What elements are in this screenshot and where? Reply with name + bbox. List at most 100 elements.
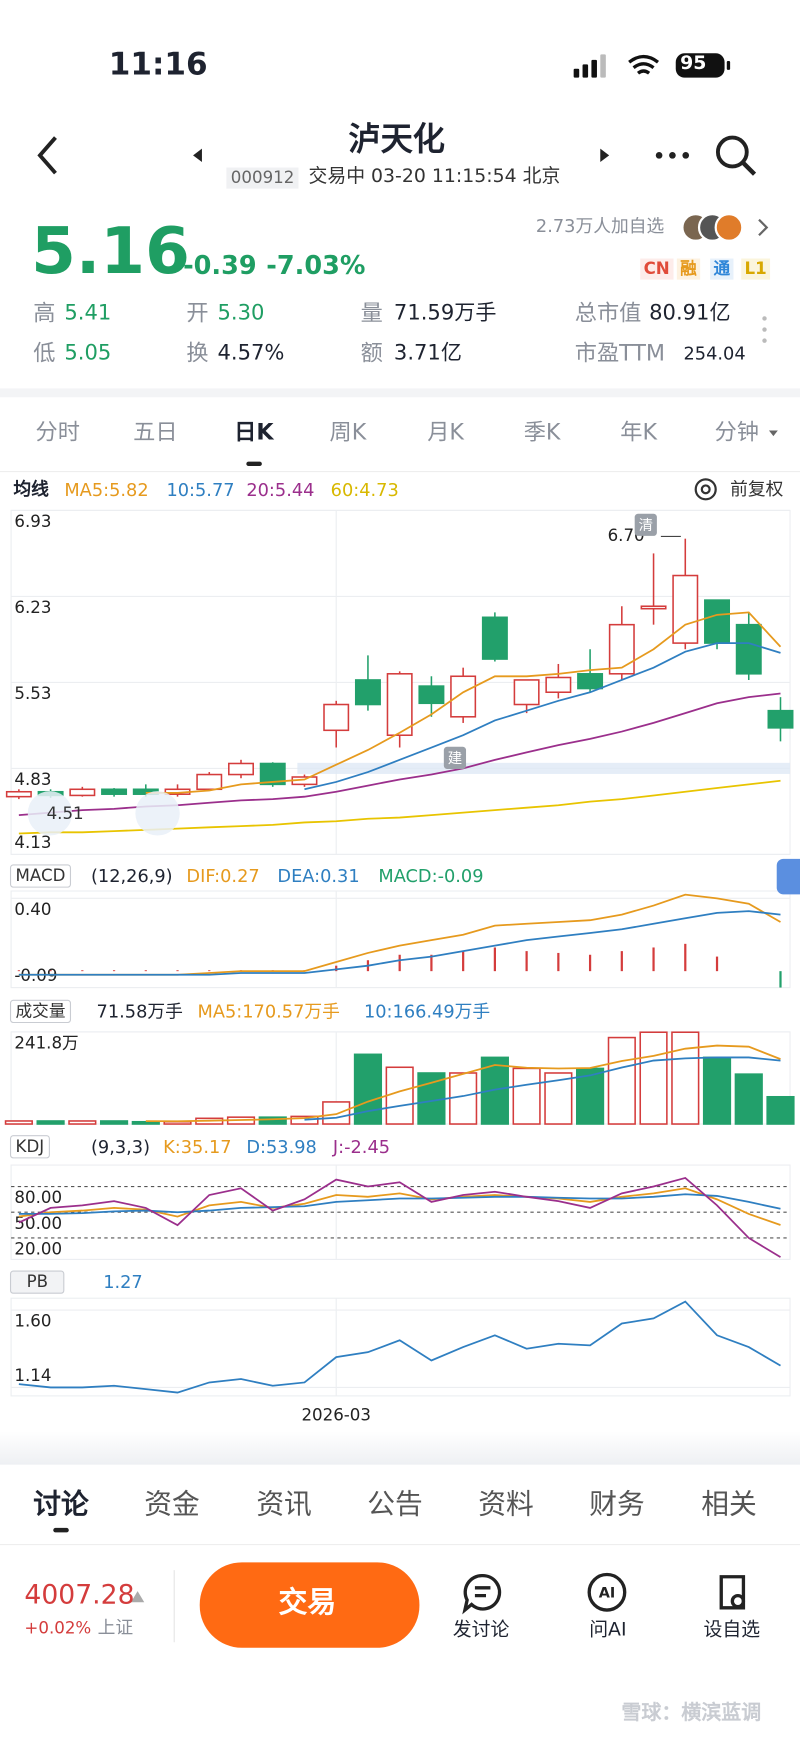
change: -0.39 (183, 251, 257, 281)
ma-legend: 10:5.77 (166, 479, 235, 501)
y-tick-label: 80.00 (14, 1188, 62, 1207)
stat-value: 5.05 (64, 340, 112, 366)
macd-legend: MACD:-0.09 (378, 865, 484, 887)
watermark: 雪球：横滨蓝调 (621, 1701, 762, 1725)
ma-legend: 20:5.44 (246, 479, 315, 501)
stat-label: 高 (33, 299, 56, 327)
stat-label: 开 (186, 299, 209, 327)
bottom-tab[interactable]: 资料 (478, 1487, 534, 1521)
stat-label: 额 (360, 339, 383, 367)
adjust[interactable]: 前复权 (730, 478, 784, 500)
stat-value: 5.30 (217, 300, 265, 326)
panel-title: PB (9, 1270, 65, 1294)
float-button (135, 791, 180, 836)
prev-stock[interactable] (193, 148, 202, 163)
candle-body (577, 673, 604, 690)
cost-band (297, 762, 791, 774)
adjust-icon[interactable] (692, 476, 719, 503)
stat-label: 量 (360, 299, 383, 327)
price: 5.16 (31, 213, 190, 289)
y-tick-label: 1.60 (14, 1312, 51, 1331)
bottom-tab[interactable]: 相关 (701, 1487, 757, 1521)
stat-label: 低 (33, 339, 56, 367)
stat-label: 市盈TTM (574, 339, 666, 367)
line-ma5 (145, 611, 782, 794)
tag: CN (640, 258, 674, 280)
panel-frame (10, 890, 791, 989)
y-tick-label: 241.8万 (14, 1034, 78, 1053)
charts: 6.936.235.534.834.136.70清建4.510.40-0.092… (4, 509, 795, 1424)
macd-params: (12,26,9) (90, 865, 173, 887)
y-tick-label: 4.83 (14, 770, 51, 789)
bottom-tab[interactable]: 公告 (367, 1487, 423, 1521)
y-tick-label: 1.14 (14, 1366, 51, 1385)
tab[interactable]: 年K (620, 418, 658, 445)
candle-body (228, 762, 254, 776)
marker: 建 (448, 750, 462, 767)
stat-label: 换 (186, 339, 209, 367)
divider (0, 1431, 800, 1465)
avatars[interactable] (679, 211, 779, 244)
action[interactable]: 设自选 (703, 1618, 761, 1642)
line-ma5 (145, 1044, 781, 1123)
candle-body (672, 574, 699, 644)
candle-body (640, 605, 667, 610)
bottom-tab[interactable]: 财务 (589, 1487, 645, 1521)
trade-button[interactable] (199, 1562, 420, 1648)
status-time: 11:16 (108, 45, 208, 83)
line-j (18, 1176, 781, 1258)
float-button (27, 791, 73, 836)
volume-bar (671, 1031, 700, 1125)
marker: 清 (639, 517, 653, 534)
trade-label[interactable]: 交易 (278, 1586, 337, 1621)
panel-title: 成交量 (9, 999, 72, 1024)
stat-value: 4.57% (217, 340, 285, 366)
candle-body (735, 623, 762, 675)
search[interactable] (715, 135, 749, 169)
battery: 95 (680, 52, 707, 75)
volume-bar (639, 1031, 668, 1125)
watchers: 2.73万人加自选 (535, 215, 665, 237)
action[interactable]: 问AI (589, 1618, 627, 1642)
pb-value: 1.27 (103, 1271, 143, 1293)
tab[interactable]: 月K (427, 418, 464, 445)
volume-bar (512, 1067, 541, 1125)
next-stock[interactable] (600, 148, 610, 163)
side-toggle[interactable] (776, 858, 800, 895)
tab[interactable]: 周K (329, 418, 367, 445)
candle-body (323, 703, 350, 732)
volume-bar (258, 1116, 287, 1125)
tab[interactable]: 五日 (133, 418, 178, 445)
panel-frame (10, 1297, 791, 1397)
candle-body (450, 675, 477, 718)
volume-bar (99, 1120, 129, 1125)
volume-bar (766, 1095, 795, 1125)
bottom-tab[interactable]: 资金 (144, 1487, 200, 1521)
tag: L1 (741, 258, 771, 280)
tab[interactable]: 季K (523, 418, 561, 445)
tab[interactable]: 分时 (35, 418, 80, 445)
bottom-tab[interactable]: 资讯 (256, 1487, 312, 1521)
candle-body (704, 599, 731, 644)
tag: 通 (710, 258, 734, 280)
svg-text:AI: AI (599, 1585, 616, 1601)
stat-value: 254.04 (683, 342, 746, 364)
bottom-tab-active[interactable]: 讨论 (33, 1487, 89, 1521)
low-label: 4.51 (47, 804, 84, 823)
back[interactable] (37, 136, 57, 175)
volume-bar (385, 1066, 414, 1125)
header-icons (37, 135, 757, 176)
tab-active[interactable]: 日K (234, 418, 274, 445)
stat-value: 5.41 (64, 300, 112, 326)
trade-status: 交易中 03-20 11:15:54 北京 (308, 165, 561, 188)
tab[interactable]: 分钟 (714, 418, 759, 445)
index-value: 4007.28 (24, 1578, 135, 1611)
action[interactable]: 发讨论 (452, 1618, 510, 1642)
volume-legend: MA5:170.57万手 (197, 1000, 340, 1022)
candle-body (386, 673, 413, 737)
y-tick-label: 20.00 (14, 1240, 62, 1259)
volume-value: 71.58万手 (96, 1000, 183, 1022)
y-tick-label: 6.23 (14, 598, 51, 617)
line-pb (18, 1300, 781, 1394)
more-stats[interactable] (759, 314, 770, 347)
